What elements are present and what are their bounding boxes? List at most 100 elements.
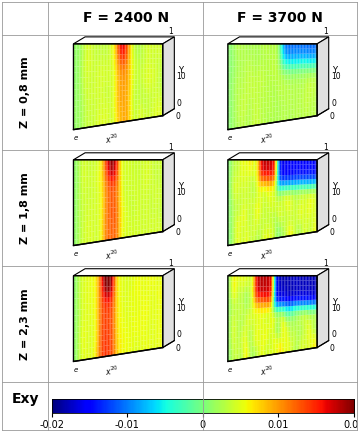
- Polygon shape: [299, 194, 301, 200]
- Polygon shape: [234, 239, 235, 245]
- Polygon shape: [313, 160, 314, 165]
- Polygon shape: [234, 343, 235, 349]
- Polygon shape: [106, 340, 108, 346]
- Polygon shape: [140, 220, 142, 225]
- Polygon shape: [161, 295, 163, 300]
- Polygon shape: [78, 188, 79, 194]
- Polygon shape: [246, 93, 247, 99]
- Polygon shape: [129, 116, 130, 121]
- Polygon shape: [106, 219, 108, 224]
- Polygon shape: [124, 307, 126, 312]
- Polygon shape: [228, 316, 229, 321]
- Polygon shape: [124, 175, 126, 181]
- Polygon shape: [76, 287, 78, 293]
- Polygon shape: [155, 58, 157, 64]
- Polygon shape: [109, 219, 111, 224]
- Polygon shape: [131, 281, 133, 286]
- Polygon shape: [231, 344, 232, 349]
- Polygon shape: [87, 232, 88, 238]
- Polygon shape: [229, 72, 231, 78]
- Polygon shape: [235, 67, 237, 72]
- Polygon shape: [136, 99, 137, 105]
- Polygon shape: [289, 160, 290, 165]
- Polygon shape: [75, 61, 76, 67]
- Polygon shape: [240, 182, 241, 188]
- Polygon shape: [79, 194, 81, 199]
- Polygon shape: [310, 175, 311, 179]
- Polygon shape: [302, 165, 304, 170]
- Text: 0: 0: [331, 215, 336, 223]
- Polygon shape: [143, 301, 145, 305]
- Polygon shape: [259, 44, 261, 49]
- Polygon shape: [115, 86, 117, 92]
- Polygon shape: [106, 346, 108, 351]
- Polygon shape: [243, 111, 244, 116]
- Polygon shape: [310, 343, 311, 349]
- Text: Y: Y: [178, 182, 183, 191]
- Polygon shape: [96, 336, 97, 342]
- Polygon shape: [152, 194, 154, 199]
- Polygon shape: [304, 276, 305, 281]
- Polygon shape: [262, 171, 264, 176]
- Text: 10: 10: [177, 304, 186, 313]
- Polygon shape: [249, 226, 250, 231]
- Polygon shape: [96, 314, 97, 320]
- Polygon shape: [256, 225, 258, 230]
- Polygon shape: [142, 49, 143, 54]
- Polygon shape: [135, 165, 136, 170]
- Polygon shape: [90, 210, 91, 215]
- Polygon shape: [266, 86, 268, 92]
- Polygon shape: [122, 165, 124, 170]
- Polygon shape: [299, 180, 301, 184]
- Polygon shape: [290, 114, 292, 120]
- Polygon shape: [298, 204, 299, 210]
- Polygon shape: [149, 219, 151, 224]
- Polygon shape: [228, 44, 229, 50]
- Polygon shape: [228, 101, 229, 107]
- Polygon shape: [274, 318, 275, 323]
- Polygon shape: [160, 174, 161, 179]
- Polygon shape: [76, 165, 78, 171]
- Polygon shape: [149, 73, 151, 78]
- Polygon shape: [136, 79, 137, 84]
- Polygon shape: [102, 60, 103, 66]
- Polygon shape: [130, 311, 131, 317]
- Polygon shape: [271, 276, 272, 281]
- Polygon shape: [142, 114, 143, 119]
- Polygon shape: [253, 165, 255, 171]
- Polygon shape: [146, 184, 148, 190]
- Polygon shape: [308, 329, 310, 334]
- Polygon shape: [127, 216, 129, 222]
- Polygon shape: [161, 102, 163, 106]
- Polygon shape: [130, 216, 131, 221]
- Polygon shape: [261, 98, 262, 103]
- Polygon shape: [157, 305, 158, 310]
- Polygon shape: [302, 59, 304, 64]
- Polygon shape: [298, 180, 299, 185]
- Polygon shape: [154, 310, 155, 315]
- Polygon shape: [235, 309, 237, 315]
- Polygon shape: [111, 86, 112, 92]
- Polygon shape: [234, 165, 235, 171]
- Polygon shape: [129, 70, 130, 75]
- Polygon shape: [133, 281, 135, 286]
- Polygon shape: [111, 113, 112, 118]
- Polygon shape: [313, 179, 314, 184]
- Polygon shape: [256, 103, 258, 109]
- Polygon shape: [91, 160, 93, 165]
- Polygon shape: [133, 85, 135, 90]
- Polygon shape: [87, 182, 88, 187]
- Polygon shape: [249, 49, 250, 55]
- Polygon shape: [106, 297, 108, 302]
- Polygon shape: [122, 117, 124, 122]
- Polygon shape: [111, 318, 112, 324]
- Polygon shape: [154, 88, 155, 93]
- Polygon shape: [252, 214, 253, 220]
- Polygon shape: [287, 85, 289, 90]
- Polygon shape: [277, 160, 279, 165]
- Polygon shape: [122, 333, 124, 338]
- Polygon shape: [151, 68, 152, 73]
- Polygon shape: [100, 209, 102, 214]
- Polygon shape: [103, 203, 105, 209]
- Polygon shape: [91, 314, 93, 320]
